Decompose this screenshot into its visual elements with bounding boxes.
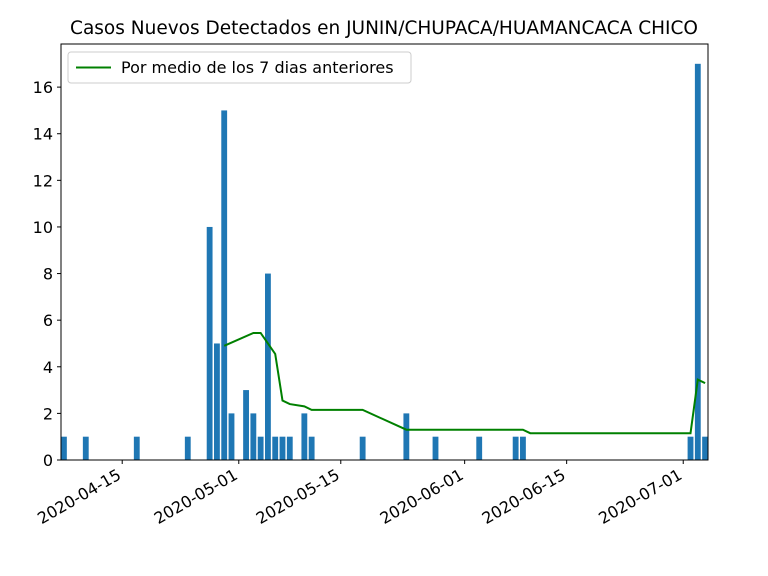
bar: [279, 436, 286, 460]
bar: [250, 413, 257, 460]
bar: [702, 436, 708, 460]
y-tick-label: 4: [43, 358, 53, 377]
y-tick-label: 8: [43, 265, 53, 284]
y-tick-label: 0: [43, 451, 53, 470]
y-tick-label: 2: [43, 404, 53, 423]
bar: [301, 413, 308, 460]
bar: [206, 226, 213, 460]
legend-label: Por medio de los 7 dias anteriores: [121, 58, 394, 77]
bar: [308, 436, 315, 460]
bar: [359, 436, 366, 460]
bar: [687, 436, 694, 460]
bar: [265, 273, 271, 460]
y-tick-label: 14: [33, 125, 53, 144]
bar: [184, 436, 191, 460]
bar: [82, 436, 89, 460]
bar: [228, 413, 235, 460]
y-tick-label: 16: [33, 78, 53, 97]
bar: [61, 436, 67, 460]
bar: [520, 436, 526, 460]
bar: [432, 436, 439, 460]
bar: [272, 436, 279, 460]
chart-title: Casos Nuevos Detectados en JUNIN/CHUPACA…: [70, 18, 698, 39]
plot-frame: [60, 43, 709, 461]
bar: [403, 413, 410, 460]
bar-series: [61, 63, 708, 461]
moving-average-line: [223, 331, 706, 435]
bar: [214, 343, 220, 460]
bar: [133, 436, 140, 460]
y-axis: 0 2 4 6 8 10 12 14 16: [33, 78, 61, 470]
legend-box: [67, 51, 412, 84]
bar: [512, 436, 519, 460]
bar: [221, 110, 228, 461]
bar: [476, 436, 483, 460]
bar: [243, 390, 249, 460]
legend: Por medio de los 7 dias anteriores: [67, 51, 412, 84]
line-series: [223, 331, 706, 435]
bar: [694, 63, 701, 461]
y-tick-label: 6: [43, 311, 53, 330]
bar: [257, 436, 264, 460]
y-tick-label: 10: [33, 218, 53, 237]
bar: [286, 436, 293, 460]
y-tick-label: 12: [33, 171, 53, 190]
